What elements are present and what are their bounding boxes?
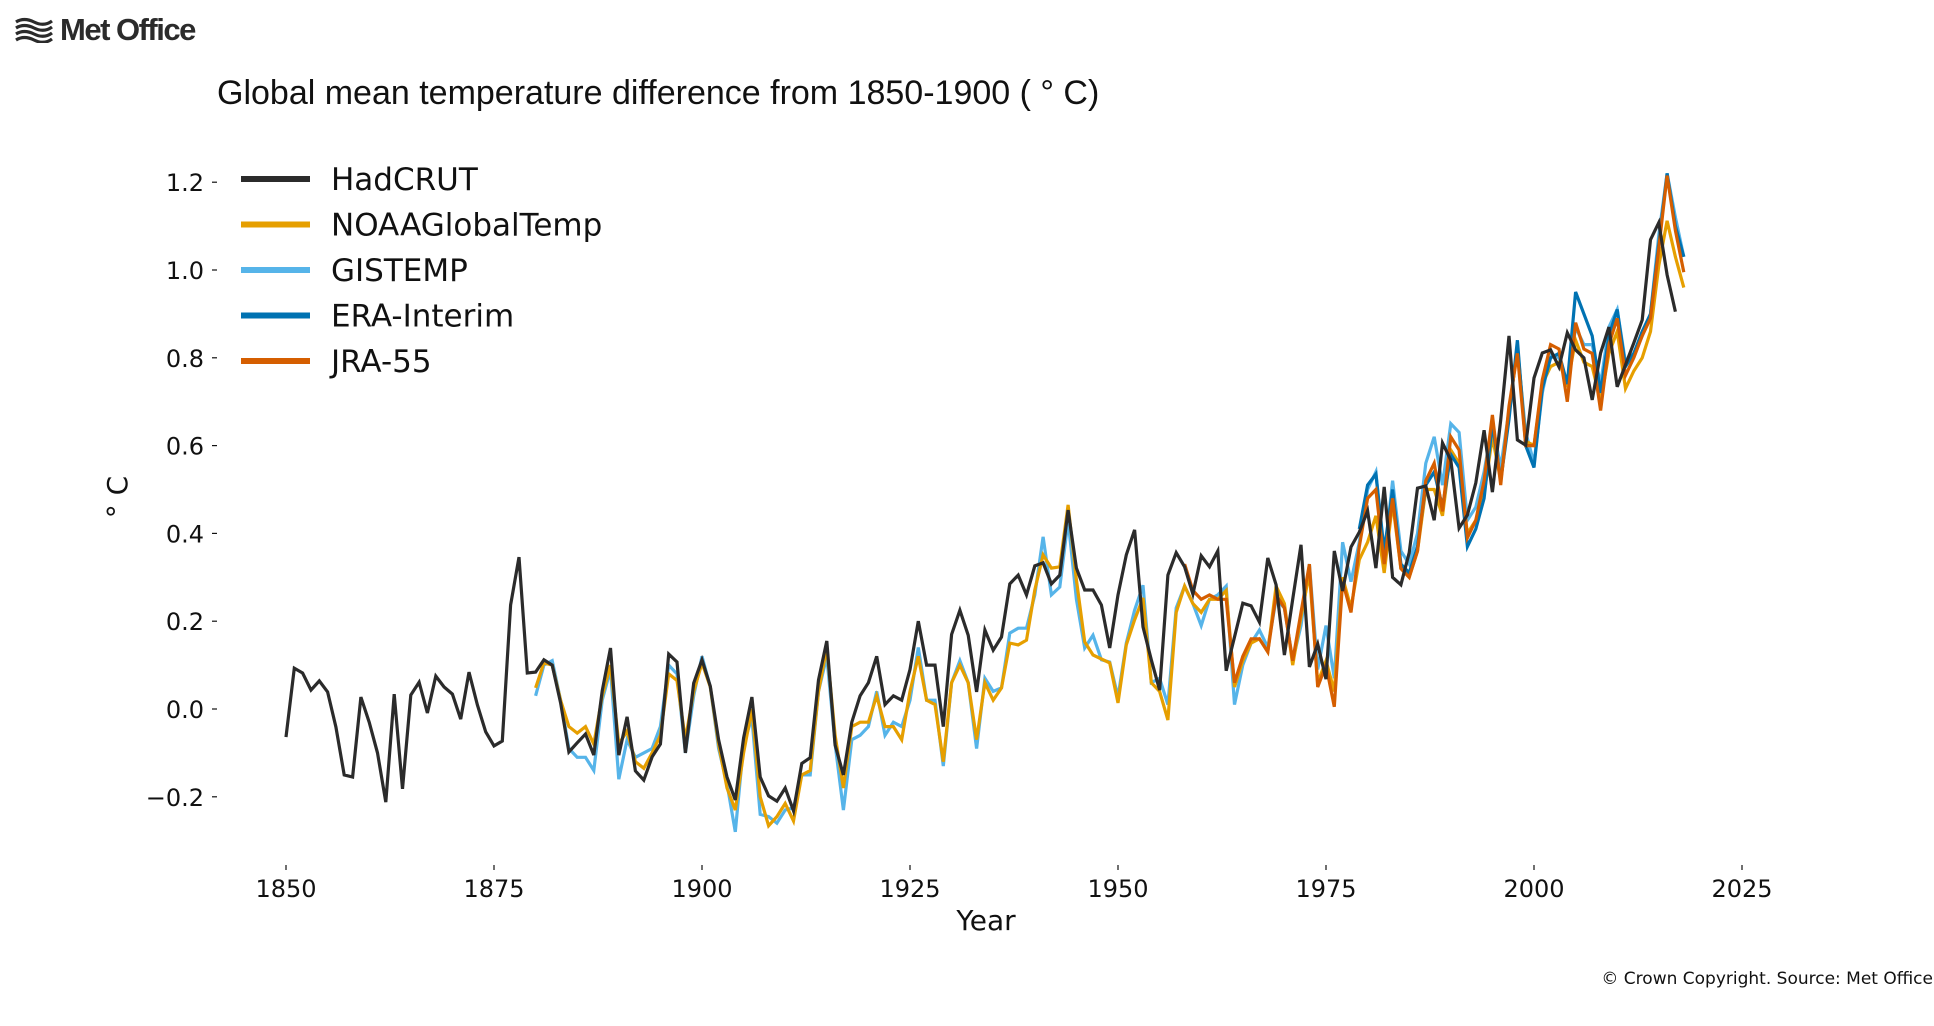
x-tick-label: 1975: [1295, 875, 1356, 903]
legend-item: NOAAGlobalTemp: [241, 208, 602, 244]
x-axis: 1850 1875 1900 1925 1950 1975 2000 2025: [255, 865, 1773, 903]
series-line-hadcrut: [284, 217, 1677, 817]
x-tick-label: 1875: [463, 875, 524, 903]
y-tick-label: 1.2: [166, 169, 204, 197]
y-axis: −0.2 0.0 0.2 0.4 0.6 0.8 1.0 1.2: [146, 169, 217, 812]
legend-item: JRA-55: [241, 344, 432, 380]
met-office-logo: Met Office: [14, 12, 196, 48]
x-tick-label: 1925: [879, 875, 940, 903]
y-tick-label: 0.4: [166, 520, 204, 548]
legend-label: ERA-Interim: [331, 299, 514, 335]
x-tick-label: 1850: [255, 875, 316, 903]
legend-label: NOAAGlobalTemp: [331, 208, 602, 244]
x-tick-label: 1900: [671, 875, 732, 903]
x-axis-label: Year: [955, 904, 1016, 937]
x-tick-label: 2025: [1711, 875, 1772, 903]
logo-text: Met Office: [60, 12, 196, 47]
series-line-noaaglobaltemp: [534, 220, 1686, 830]
series-line-gistemp: [534, 173, 1686, 833]
y-tick-label: 0.0: [166, 696, 204, 724]
series-lines: [284, 173, 1686, 833]
waves-icon: [15, 17, 53, 43]
legend: HadCRUT NOAAGlobalTemp GISTEMP ERA-Interim J…: [241, 162, 602, 380]
copyright-notice: © Crown Copyright. Source: Met Office: [1601, 969, 1933, 989]
y-tick-label: 0.2: [166, 608, 204, 636]
x-tick-label: 2000: [1503, 875, 1564, 903]
series-line-jra-55: [1183, 175, 1686, 708]
legend-label: JRA-55: [329, 344, 432, 380]
legend-item: HadCRUT: [241, 162, 479, 198]
x-tick-label: 1950: [1087, 875, 1148, 903]
legend-item: ERA-Interim: [241, 299, 514, 335]
y-tick-label: −0.2: [146, 784, 204, 812]
chart-title: Global mean temperature difference from …: [217, 74, 1100, 112]
legend-label: HadCRUT: [331, 162, 479, 198]
y-tick-label: 0.6: [166, 433, 204, 461]
y-tick-label: 1.0: [166, 257, 204, 285]
y-axis-label: ° C: [101, 476, 134, 518]
legend-label: GISTEMP: [331, 253, 468, 289]
y-tick-label: 0.8: [166, 345, 204, 373]
series-line-era-interim: [1357, 173, 1686, 576]
legend-item: GISTEMP: [241, 253, 468, 289]
